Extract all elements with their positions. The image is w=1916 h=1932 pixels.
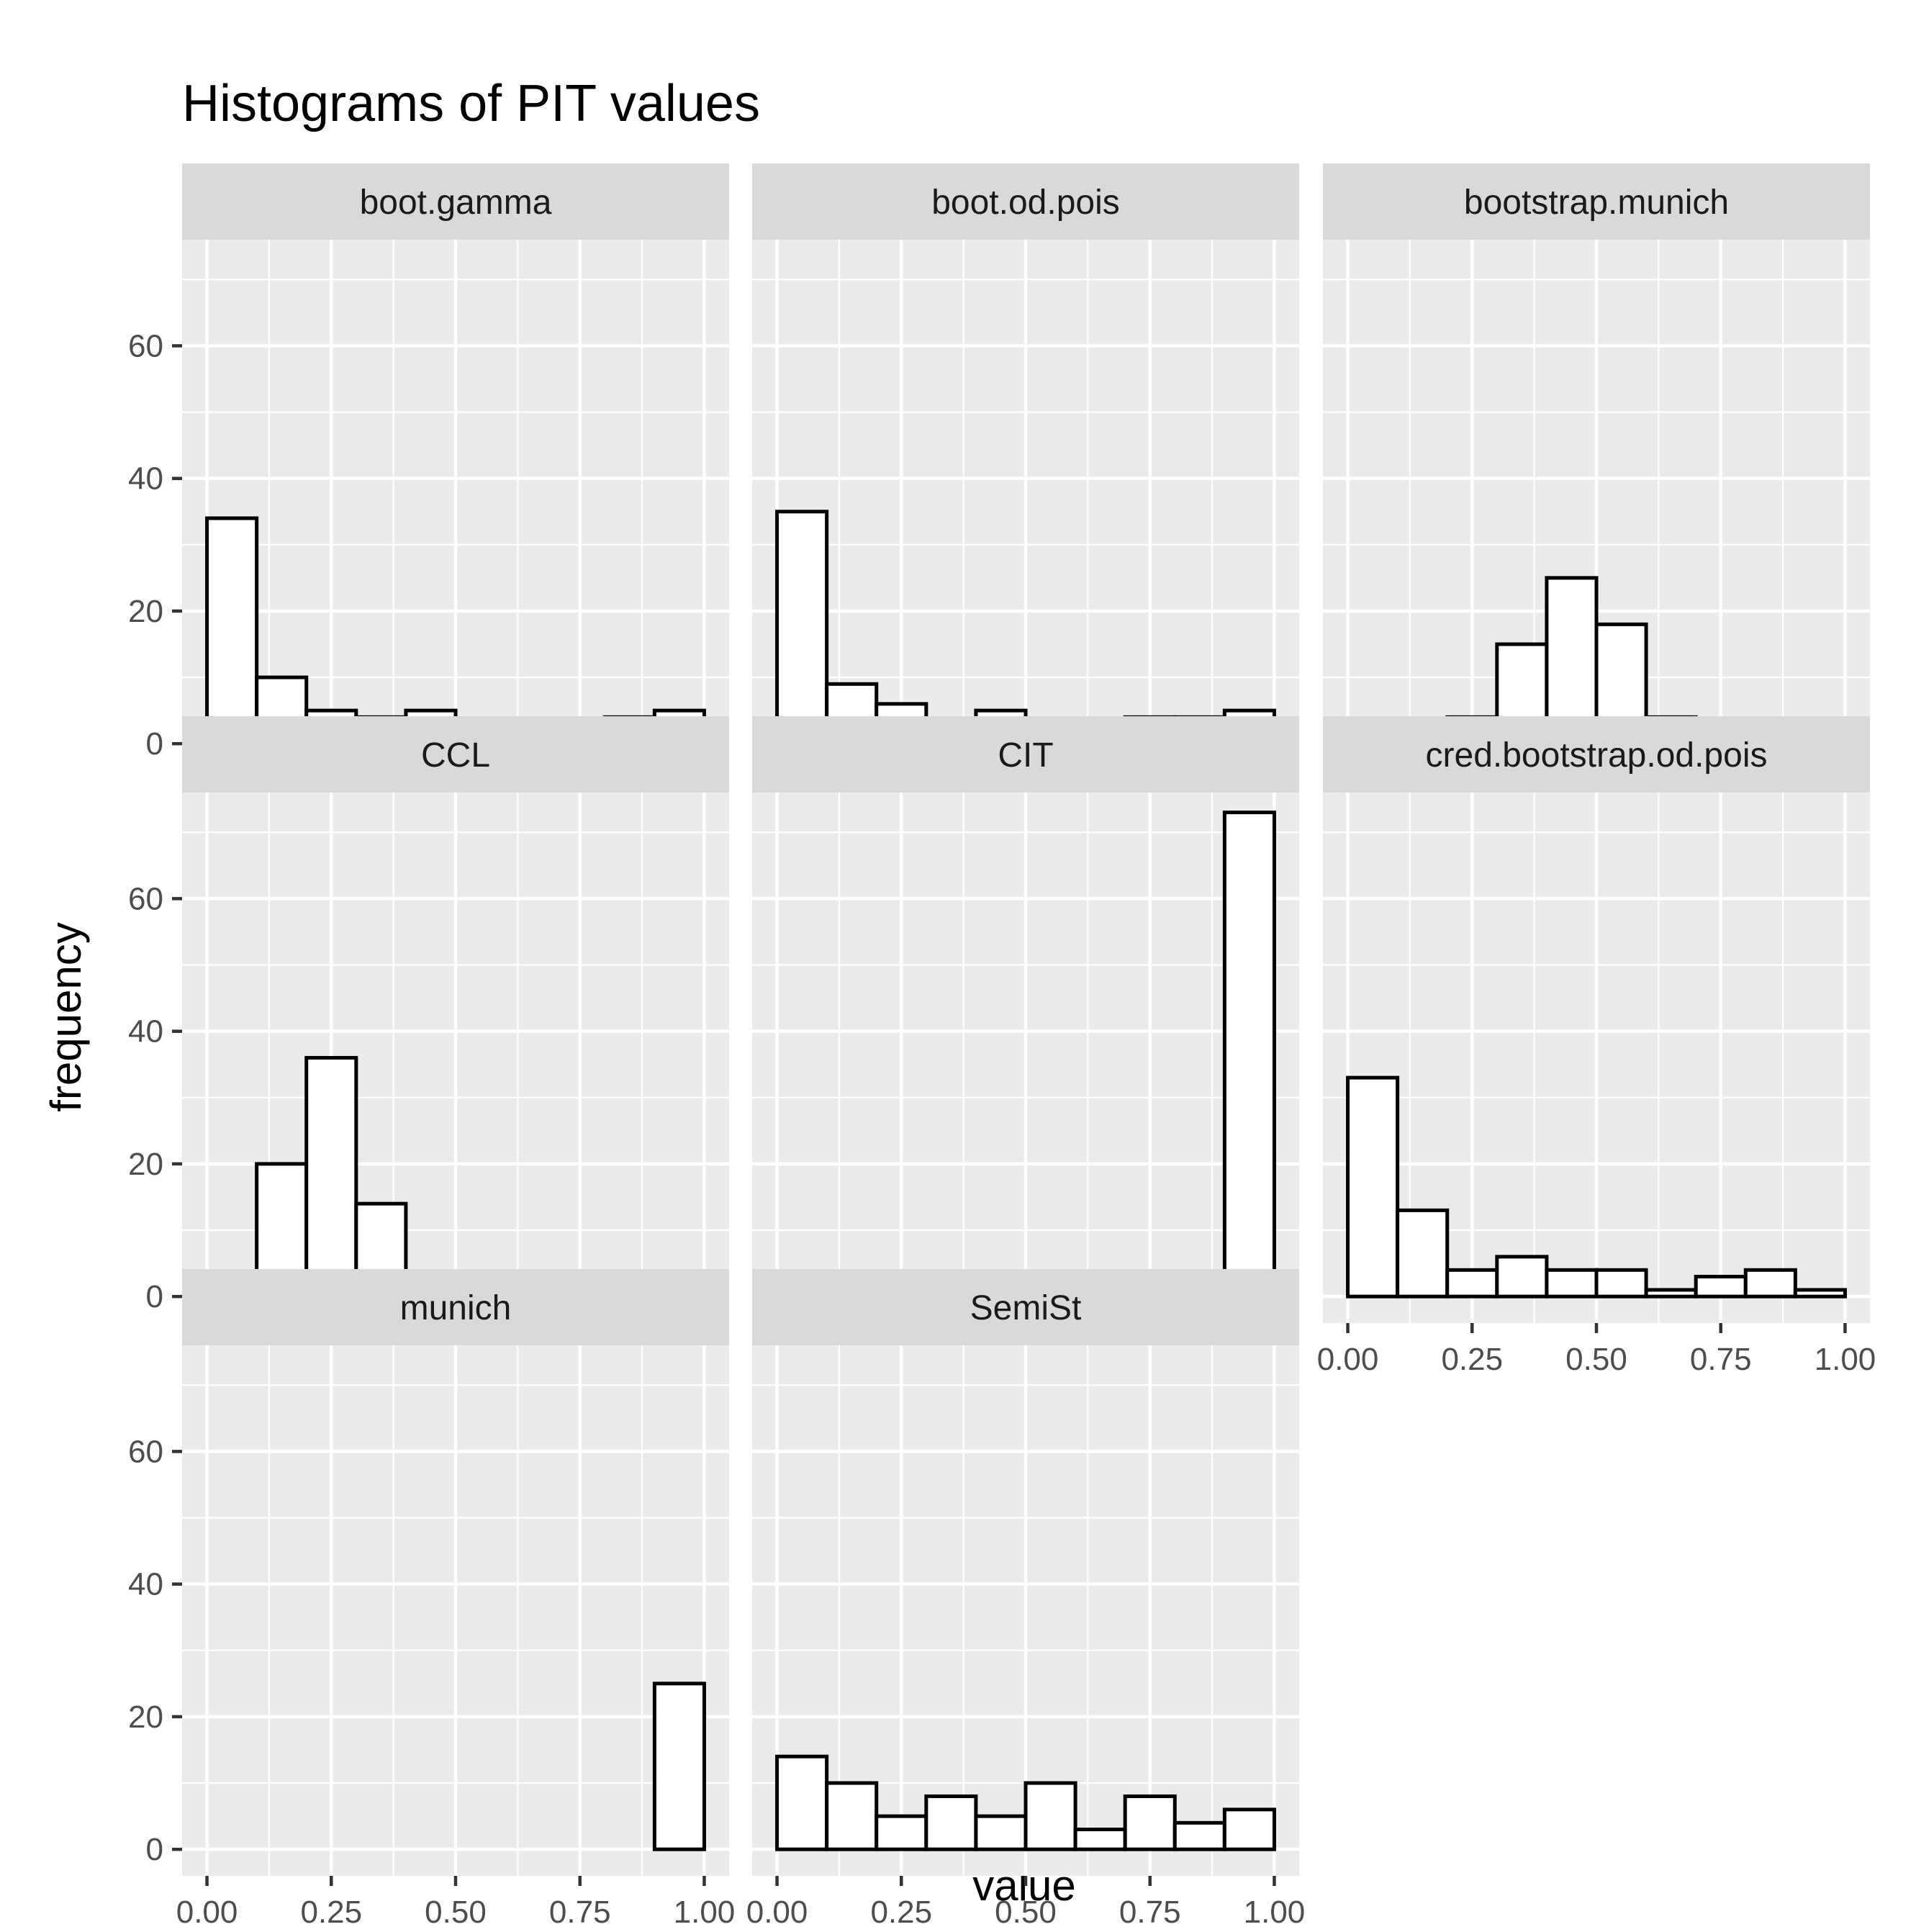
histogram-bar <box>825 1781 879 1851</box>
y-tick-label: 0 <box>146 1279 163 1314</box>
histogram-bar <box>1222 811 1276 1299</box>
y-tick-label: 40 <box>128 1567 163 1602</box>
y-tick-label: 60 <box>128 328 163 364</box>
histogram-bar <box>205 516 259 746</box>
x-tick-label: 0.00 <box>746 1895 808 1930</box>
histogram-bar <box>1023 1781 1077 1851</box>
y-tick-label: 20 <box>128 1699 163 1735</box>
histogram-bar <box>1346 1075 1400 1299</box>
x-tick-label: 0.50 <box>425 1895 487 1930</box>
x-tick-label: 0.25 <box>870 1895 932 1930</box>
histogram-bar <box>1793 1288 1847 1299</box>
facet-strip <box>752 163 1299 240</box>
histogram-bar <box>775 510 829 746</box>
y-tick-label: 40 <box>128 1014 163 1049</box>
x-tick-label: 1.00 <box>1244 1895 1306 1930</box>
facet-panel-semist: SemiSt 0.00 0.25 0.50 0.75 1.00 <box>746 1269 1306 1930</box>
facet-strip <box>182 1269 729 1345</box>
x-tick-label: 1.00 <box>1815 1342 1876 1377</box>
facet-strip-label: boot.gamma <box>360 184 552 222</box>
facet-panel-ccl: CCL 0 20 40 60 <box>128 716 729 1323</box>
histogram-bar <box>875 1814 928 1851</box>
y-tick-label: 20 <box>128 594 163 629</box>
histogram-bar <box>775 1754 829 1851</box>
y-tick-label: 0 <box>146 726 163 762</box>
x-tick-label: 0.50 <box>995 1895 1057 1930</box>
facet-strip <box>752 716 1299 793</box>
facet-strip <box>1323 716 1870 793</box>
facet-panel-boot-gamma: boot.gamma 0 20 40 60 <box>128 163 729 770</box>
facet-strip <box>1323 163 1870 240</box>
histogram-bar <box>1694 1275 1748 1299</box>
x-tick-label: 0.75 <box>549 1895 611 1930</box>
facet-strip-label: CIT <box>998 736 1053 775</box>
facet-strip-label: CCL <box>421 736 490 775</box>
histogram-bar <box>1594 1268 1648 1299</box>
y-tick-label: 0 <box>146 1832 163 1867</box>
facet-strip-label: cred.bootstrap.od.pois <box>1426 736 1768 775</box>
facet-strip-label: boot.od.pois <box>931 184 1120 222</box>
x-tick-label: 0.00 <box>176 1895 238 1930</box>
facet-strip <box>752 1269 1299 1345</box>
chart-title: Histograms of PIT values <box>182 75 760 132</box>
y-tick-label: 60 <box>128 1434 163 1469</box>
histogram-bar <box>304 1056 358 1299</box>
x-tick-label: 0.50 <box>1565 1342 1627 1377</box>
histogram-bar <box>1222 1807 1276 1851</box>
facet-panel-cit: CIT <box>752 716 1299 1323</box>
facet-panel-bootstrap-munich: bootstrap.munich <box>1323 163 1870 770</box>
facet-strip <box>182 716 729 793</box>
y-tick-label: 40 <box>128 461 163 497</box>
y-tick-label: 20 <box>128 1147 163 1182</box>
histogram-bar <box>1396 1208 1450 1299</box>
y-tick-label: 60 <box>128 881 163 916</box>
histogram-bar <box>652 1682 706 1851</box>
facet-strip-label: bootstrap.munich <box>1464 184 1729 222</box>
histogram-bar <box>1545 1268 1599 1299</box>
x-tick-label: 0.75 <box>1119 1895 1181 1930</box>
facet-strip <box>182 163 729 240</box>
facet-panels: boot.gamma 0 20 40 60 boot.od.pois bootstrap.m… <box>128 163 1876 1930</box>
histogram-bar <box>1495 1255 1549 1299</box>
facet-panel-cred-bootstrap-od-pois: cred.bootstrap.od.pois 0.00 0.25 0.50 0.75 1.… <box>1317 716 1876 1377</box>
histogram-bar <box>1644 1288 1698 1299</box>
facet-strip-label: munich <box>400 1289 512 1327</box>
facet-panel-boot-od-pois: boot.od.pois <box>752 163 1299 770</box>
histogram-bar <box>1445 1268 1499 1299</box>
histogram-bar <box>1073 1828 1127 1851</box>
facet-panel-munich: munich 0 20 40 60 0.00 0.25 0.50 0.75 1.00 <box>128 1269 735 1930</box>
x-tick-label: 0.25 <box>1441 1342 1503 1377</box>
histogram-bar <box>1172 1820 1226 1851</box>
x-tick-label: 0.25 <box>300 1895 362 1930</box>
y-axis-title: frequency <box>42 922 90 1112</box>
histogram-bar <box>1743 1268 1797 1299</box>
histogram-bar <box>1123 1794 1177 1851</box>
x-tick-label: 0.00 <box>1317 1342 1379 1377</box>
histogram-bar <box>924 1794 978 1851</box>
x-tick-label: 0.75 <box>1690 1342 1752 1377</box>
histogram-bar <box>974 1814 1028 1851</box>
x-tick-label: 1.00 <box>674 1895 736 1930</box>
facet-strip-label: SemiSt <box>970 1289 1082 1327</box>
